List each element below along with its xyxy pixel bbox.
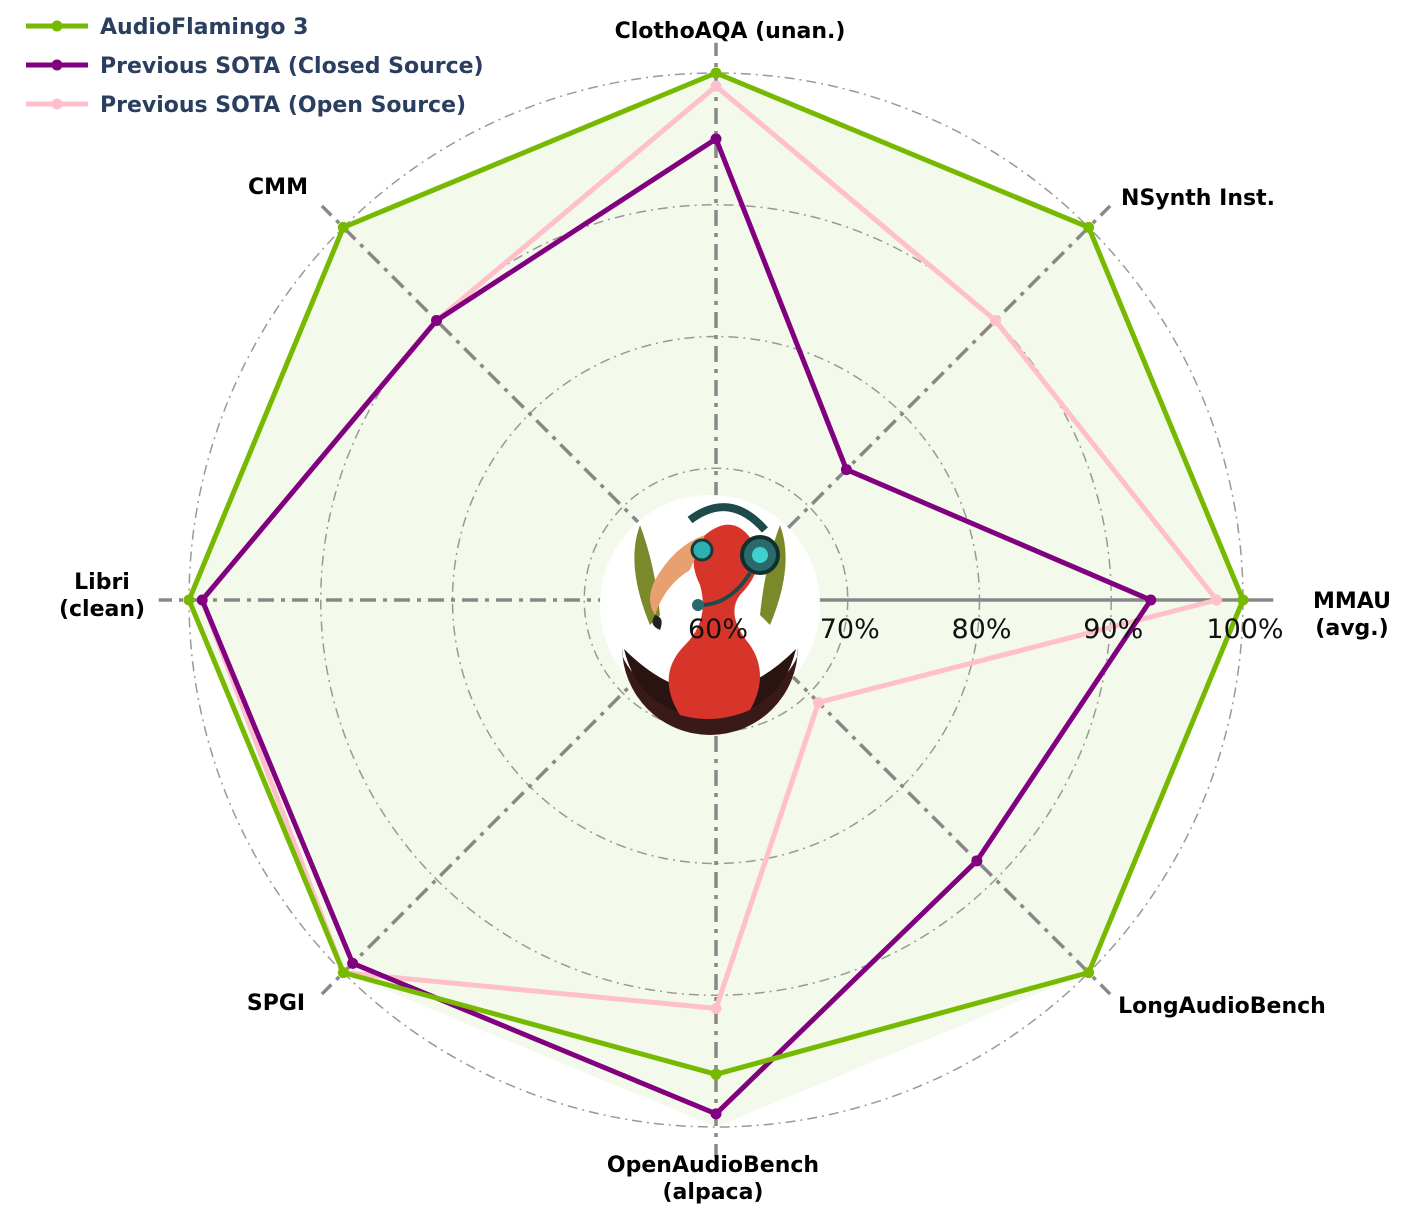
axis-label: CMM bbox=[248, 175, 308, 200]
axis-label: Libri (clean) bbox=[59, 570, 145, 622]
data-point bbox=[196, 594, 208, 606]
axis-label: NSynth Inst. bbox=[1121, 186, 1275, 211]
data-point bbox=[840, 464, 852, 476]
data-point bbox=[710, 67, 722, 79]
data-point bbox=[1083, 221, 1095, 233]
legend-label: Previous SOTA (Closed Source) bbox=[100, 54, 484, 79]
legend-marker bbox=[51, 98, 63, 110]
data-point bbox=[812, 696, 824, 708]
data-point bbox=[989, 315, 1001, 327]
legend: AudioFlamingo 3 Previous SOTA (Closed Sou… bbox=[26, 15, 484, 118]
data-point bbox=[337, 967, 349, 979]
axis-label: OpenAudioBench (alpaca) bbox=[607, 1153, 819, 1205]
data-point bbox=[1083, 967, 1095, 979]
tick-label: 70% bbox=[820, 614, 880, 645]
data-point bbox=[710, 133, 722, 145]
legend-label: AudioFlamingo 3 bbox=[100, 15, 308, 40]
data-point bbox=[971, 855, 983, 867]
tick-label: 100% bbox=[1206, 614, 1283, 645]
data-point bbox=[710, 1108, 722, 1120]
data-point bbox=[1211, 594, 1223, 606]
tick-label: 90% bbox=[1083, 614, 1143, 645]
data-point bbox=[431, 315, 443, 327]
data-point bbox=[1145, 594, 1157, 606]
data-point bbox=[347, 957, 359, 969]
data-point bbox=[710, 1068, 722, 1080]
tick-label: 60% bbox=[688, 614, 748, 645]
data-point bbox=[1237, 594, 1249, 606]
data-point bbox=[710, 1002, 722, 1014]
data-point bbox=[183, 594, 195, 606]
flamingo-headphones-logo bbox=[600, 495, 820, 735]
legend-marker bbox=[51, 20, 63, 32]
axis-label: ClothoAQA (unan.) bbox=[615, 19, 846, 44]
legend-marker bbox=[51, 59, 63, 71]
axis-label: SPGI bbox=[247, 991, 305, 1016]
legend-label: Previous SOTA (Open Source) bbox=[100, 93, 466, 118]
tick-label: 80% bbox=[951, 614, 1011, 645]
axis-label: LongAudioBench bbox=[1118, 994, 1326, 1019]
axis-label: MMAU (avg.) bbox=[1313, 589, 1391, 641]
data-point bbox=[710, 80, 722, 92]
data-point bbox=[337, 221, 349, 233]
